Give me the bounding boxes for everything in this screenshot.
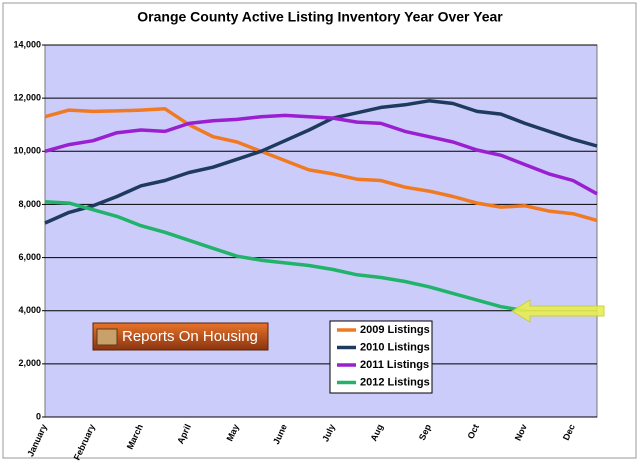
y-tick-label: 8,000 xyxy=(18,199,41,209)
legend-label: 2009 Listings xyxy=(360,324,430,336)
legend-label: 2012 Listings xyxy=(360,376,430,388)
legend-label: 2010 Listings xyxy=(360,341,430,353)
logo: Reports On Housing xyxy=(92,322,269,351)
logo-box xyxy=(92,322,269,351)
y-tick-label: 4,000 xyxy=(18,305,41,315)
y-tick-label: 14,000 xyxy=(13,39,41,49)
y-tick-label: 2,000 xyxy=(18,358,41,368)
series-line xyxy=(44,99,598,225)
arrow xyxy=(511,299,605,323)
y-tick-label: 0 xyxy=(36,411,41,421)
series-line xyxy=(44,113,598,196)
y-tick-label: 6,000 xyxy=(18,252,41,262)
plot-background xyxy=(44,44,598,418)
y-tick-label: 10,000 xyxy=(13,146,41,156)
logo-text: Reports On Housing xyxy=(122,328,258,345)
chart-title: Orange County Active Listing Inventory Y… xyxy=(137,9,503,25)
logo-icon xyxy=(96,328,118,346)
legend-label: 2011 Listings xyxy=(360,359,429,371)
y-tick-label: 12,000 xyxy=(13,93,41,103)
series-line xyxy=(44,200,526,313)
series-line xyxy=(44,107,598,223)
